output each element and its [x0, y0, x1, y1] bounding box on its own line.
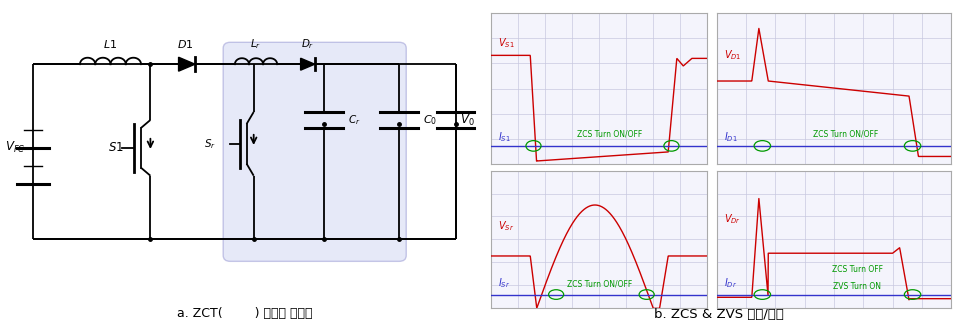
Text: $I_{Dr}$: $I_{Dr}$ — [723, 277, 737, 290]
Polygon shape — [301, 58, 314, 70]
Text: $S_r$: $S_r$ — [204, 137, 217, 151]
Text: $L1$: $L1$ — [103, 38, 118, 50]
Text: $S1$: $S1$ — [108, 141, 124, 154]
Text: $D1$: $D1$ — [177, 38, 194, 50]
Text: $V_{D1}$: $V_{D1}$ — [723, 49, 741, 62]
Text: $C_0$: $C_0$ — [422, 113, 437, 127]
Text: $V_{Dr}$: $V_{Dr}$ — [723, 212, 741, 226]
Text: $I_{S1}$: $I_{S1}$ — [498, 130, 511, 144]
Text: ZCS Turn OFF: ZCS Turn OFF — [832, 265, 883, 274]
Text: $V_{Sr}$: $V_{Sr}$ — [498, 219, 514, 233]
Text: $I_{D1}$: $I_{D1}$ — [723, 130, 738, 144]
Text: ZVS Turn ON: ZVS Turn ON — [833, 282, 881, 291]
Text: a. ZCT(        ) 부스트 콘버터: a. ZCT( ) 부스트 콘버터 — [176, 307, 312, 320]
Polygon shape — [178, 57, 195, 71]
Text: ZCS Turn ON/OFF: ZCS Turn ON/OFF — [813, 129, 878, 138]
Text: $V_0$: $V_0$ — [460, 113, 475, 128]
Text: $C_r$: $C_r$ — [348, 113, 360, 127]
FancyBboxPatch shape — [223, 42, 406, 261]
Text: ZCS Turn ON/OFF: ZCS Turn ON/OFF — [578, 129, 643, 138]
Text: $D_r$: $D_r$ — [301, 37, 314, 51]
Text: $L_r$: $L_r$ — [250, 37, 262, 51]
Text: $V_{S1}$: $V_{S1}$ — [498, 36, 514, 50]
Text: ZCS Turn ON/OFF: ZCS Turn ON/OFF — [566, 279, 632, 288]
Text: $V_{FC}$: $V_{FC}$ — [5, 140, 26, 155]
Text: $I_{Sr}$: $I_{Sr}$ — [498, 277, 511, 290]
Text: b. ZCS & ZVS 턴온/오프: b. ZCS & ZVS 턴온/오프 — [653, 308, 784, 321]
